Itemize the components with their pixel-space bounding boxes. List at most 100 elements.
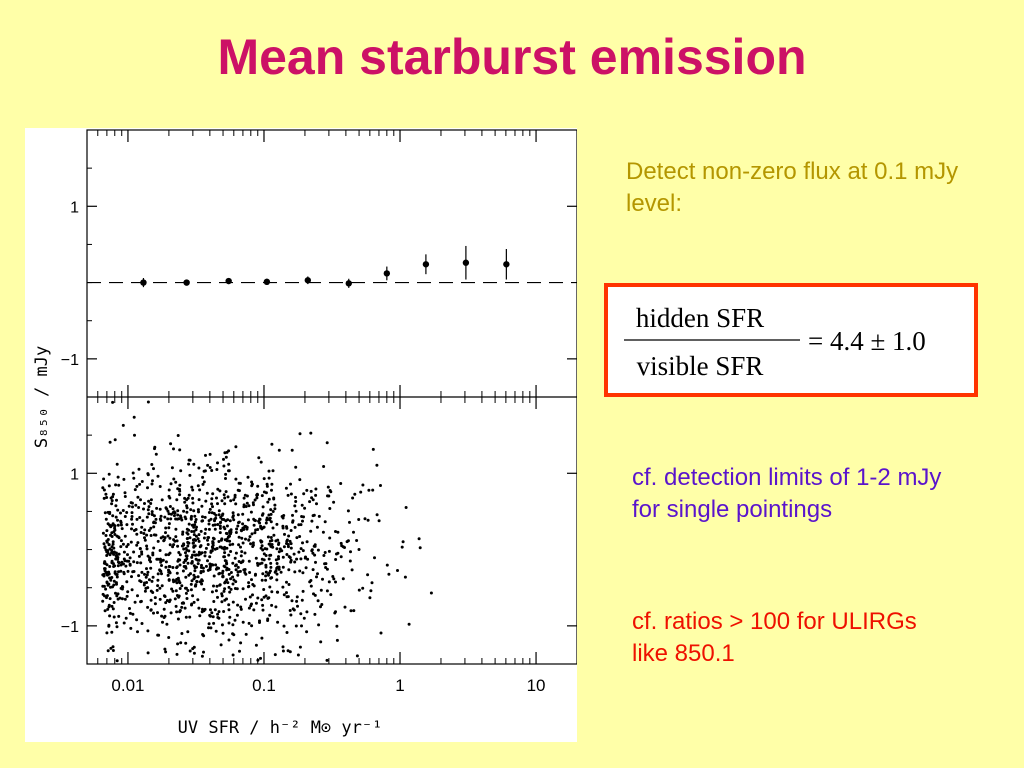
source-point	[156, 539, 160, 543]
source-point	[375, 513, 379, 517]
source-point	[272, 533, 276, 537]
y-tick-label: 1	[70, 466, 79, 483]
source-point	[101, 599, 105, 603]
source-point	[184, 591, 188, 595]
source-point	[208, 466, 212, 469]
source-point	[294, 465, 298, 469]
source-point	[174, 480, 178, 484]
source-point	[144, 586, 148, 590]
source-point	[217, 509, 221, 513]
x-tick-label: 0.1	[252, 676, 276, 695]
source-point	[172, 447, 175, 451]
source-point	[417, 537, 421, 541]
source-point	[161, 535, 165, 539]
source-point	[227, 603, 231, 607]
x-tick-label: 1	[395, 676, 404, 695]
source-point	[210, 590, 214, 594]
source-point	[201, 475, 205, 479]
source-point	[243, 551, 247, 555]
source-point	[207, 527, 211, 531]
source-point	[194, 534, 198, 538]
source-point	[252, 517, 256, 521]
source-point	[125, 580, 129, 584]
source-point	[224, 472, 228, 476]
source-point	[311, 514, 315, 518]
source-point	[180, 605, 184, 609]
source-point	[270, 590, 274, 594]
source-point	[196, 562, 200, 566]
source-point	[288, 609, 292, 612]
source-point	[261, 603, 265, 607]
source-point	[198, 545, 202, 549]
source-point	[224, 477, 227, 480]
source-point	[229, 587, 233, 591]
source-point	[281, 516, 285, 520]
source-point	[240, 550, 244, 554]
source-point	[273, 653, 277, 657]
source-point	[282, 624, 286, 628]
source-point	[217, 566, 220, 570]
source-point	[294, 495, 297, 499]
source-point	[270, 488, 273, 492]
source-point	[319, 605, 322, 609]
source-point	[169, 442, 173, 446]
source-point	[110, 548, 114, 552]
source-point	[255, 496, 259, 500]
source-point	[291, 607, 295, 611]
source-point	[274, 605, 278, 609]
source-point	[107, 543, 111, 547]
source-point	[290, 599, 294, 603]
source-point	[138, 547, 142, 550]
source-point	[172, 543, 176, 547]
equation-denominator: visible SFR	[637, 351, 764, 381]
source-point	[129, 626, 133, 630]
source-point	[189, 508, 193, 512]
source-point	[110, 551, 114, 555]
source-point	[275, 547, 279, 551]
source-point	[325, 589, 329, 593]
source-point	[201, 607, 204, 611]
source-point	[366, 518, 370, 522]
x-tick-label: 10	[527, 676, 546, 695]
equation-numerator: hidden SFR	[636, 303, 764, 333]
source-point	[323, 562, 327, 566]
source-point	[223, 559, 227, 563]
source-point	[305, 540, 309, 544]
source-point	[168, 543, 172, 547]
source-point	[147, 529, 151, 532]
source-point	[167, 565, 171, 568]
source-point	[261, 526, 265, 530]
source-point	[155, 588, 159, 592]
source-point	[333, 611, 337, 615]
individual-sources-series	[101, 400, 433, 663]
source-point	[206, 543, 210, 546]
source-point	[145, 515, 149, 519]
source-point	[237, 520, 241, 524]
source-point	[266, 617, 270, 621]
source-point	[276, 565, 280, 569]
source-point	[111, 495, 115, 499]
source-point	[259, 539, 263, 543]
source-point	[166, 534, 170, 538]
source-point	[285, 542, 288, 545]
source-point	[291, 520, 295, 524]
source-point	[158, 485, 162, 488]
source-point	[221, 631, 225, 635]
source-point	[357, 518, 361, 521]
source-point	[164, 601, 168, 605]
source-point	[151, 575, 155, 579]
source-point	[310, 496, 314, 500]
source-point	[111, 607, 115, 611]
source-point	[259, 526, 263, 530]
source-point	[130, 588, 134, 592]
source-point	[308, 580, 312, 584]
source-point	[161, 620, 164, 624]
source-point	[231, 575, 235, 579]
source-point	[214, 563, 218, 567]
source-point	[222, 589, 226, 593]
source-point	[141, 519, 145, 523]
source-point	[281, 645, 285, 649]
source-point	[286, 595, 290, 599]
source-point	[375, 463, 379, 467]
source-point	[299, 612, 303, 616]
